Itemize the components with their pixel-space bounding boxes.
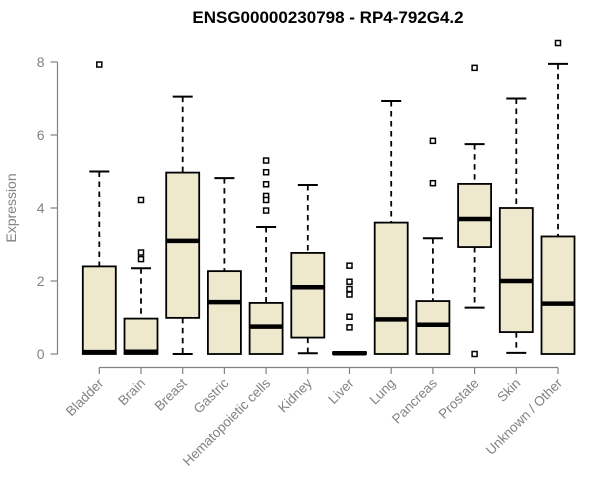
y-axis-title: Expression xyxy=(3,173,19,242)
outlier-point xyxy=(554,39,562,47)
box-unknown-other xyxy=(540,235,576,355)
y-tick-label: 4 xyxy=(37,200,45,216)
outlier-point xyxy=(137,196,145,204)
box-brain xyxy=(123,317,159,355)
x-tick-label: Breast xyxy=(152,375,190,413)
outlier-point xyxy=(346,291,353,298)
box-bladder xyxy=(81,265,117,355)
x-tick-label: Brain xyxy=(115,376,148,409)
outlier-point xyxy=(429,179,437,187)
y-tick-label: 6 xyxy=(37,127,45,143)
box-kidney xyxy=(290,251,326,339)
y-tick-label: 2 xyxy=(37,273,45,289)
y-tick-label: 0 xyxy=(37,346,45,362)
outlier-point xyxy=(262,181,270,188)
box-breast xyxy=(165,171,201,319)
x-tick-label: Pancreas xyxy=(389,375,440,426)
x-tick-label: Lung xyxy=(366,376,398,408)
outlier-point xyxy=(346,278,353,285)
box-skin xyxy=(498,207,534,333)
outlier-point xyxy=(429,137,437,145)
outlier-point xyxy=(346,262,353,269)
x-tick-label: Prostate xyxy=(436,376,482,422)
outlier-point xyxy=(262,207,270,214)
outlier-point xyxy=(137,255,145,263)
x-tick-label: Skin xyxy=(494,376,523,405)
chart-title: ENSG00000230798 - RP4-792G4.2 xyxy=(192,8,463,27)
box-lung xyxy=(373,221,409,355)
outlier-point xyxy=(137,249,145,256)
x-tick-label: Kidney xyxy=(275,375,315,415)
outlier-point xyxy=(262,157,270,164)
outlier-point xyxy=(262,196,270,204)
outlier-point xyxy=(346,324,353,331)
y-tick-label: 8 xyxy=(37,54,45,70)
outlier-point xyxy=(262,168,270,176)
x-tick-label: Liver xyxy=(325,375,357,407)
x-tick-label: Bladder xyxy=(63,375,107,419)
box-gastric xyxy=(206,270,242,355)
box-prostate xyxy=(457,183,493,248)
outlier-point xyxy=(96,61,103,68)
outlier-point xyxy=(346,313,353,321)
outlier-point xyxy=(471,64,478,72)
outlier-point xyxy=(471,350,478,358)
outlier-point xyxy=(346,285,353,293)
x-tick-label: Unknown / Other xyxy=(483,375,566,458)
x-tick-label: Gastric xyxy=(191,375,232,416)
box-pancreas xyxy=(415,300,451,355)
